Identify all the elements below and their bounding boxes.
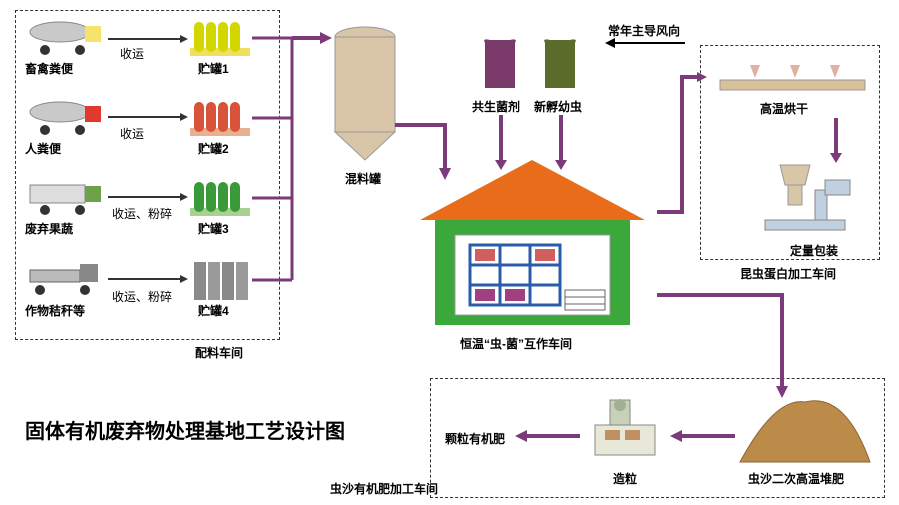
page-title: 固体有机废弃物处理基地工艺设计图 <box>25 415 345 444</box>
arrow-pile-to-gran <box>670 430 735 442</box>
main-workshop-icon <box>410 155 655 330</box>
product-label: 颗粒有机肥 <box>445 430 505 447</box>
tank-1 <box>190 18 250 58</box>
pipes-to-mixer <box>252 30 332 290</box>
preparation-workshop-label: 配料车间 <box>195 344 243 361</box>
protein-workshop-label: 昆虫蛋白加工车间 <box>740 265 836 282</box>
input-2-label: 人粪便 <box>25 140 61 157</box>
tank-4 <box>190 258 250 303</box>
granulate-label: 造粒 <box>613 470 637 487</box>
main-workshop-label: 恒温“虫-菌”互作车间 <box>460 335 572 352</box>
bag-1-icon <box>480 38 520 93</box>
tank-3 <box>190 178 250 218</box>
packaging-icon <box>760 160 860 240</box>
tank-3-label: 贮罐3 <box>198 220 229 237</box>
arrow-truck3-tank3 <box>108 193 188 201</box>
arrow-main-to-pile <box>652 290 802 400</box>
drying-label: 高温烘干 <box>760 100 808 117</box>
tank-1-label: 贮罐1 <box>198 60 229 77</box>
action-4-label: 收运、粉碎 <box>112 288 172 305</box>
pile-label: 虫沙二次高温堆肥 <box>748 470 844 487</box>
bag-2-icon <box>540 38 580 93</box>
packaging-label: 定量包装 <box>790 242 838 259</box>
pile-icon <box>735 392 875 467</box>
wind-label: 常年主导风向 <box>608 22 680 39</box>
arrow-truck2-tank2 <box>108 113 188 121</box>
input-4-label: 作物秸秆等 <box>25 302 85 319</box>
arrow-gran-to-product <box>515 430 580 442</box>
input-3-label: 废弃果蔬 <box>25 220 73 237</box>
truck-1 <box>25 20 105 55</box>
bag-1-label: 共生菌剂 <box>472 98 520 115</box>
action-3-label: 收运、粉碎 <box>112 205 172 222</box>
tank-4-label: 贮罐4 <box>198 302 229 319</box>
arrow-dry-to-pack <box>830 118 842 163</box>
granulate-icon <box>585 395 665 465</box>
wind-arrow-icon <box>605 38 685 48</box>
mixing-tank-icon <box>330 25 400 165</box>
tank-2 <box>190 98 250 138</box>
truck-2 <box>25 100 105 135</box>
arrow-truck4-tank4 <box>108 275 188 283</box>
action-2-label: 收运 <box>120 125 144 142</box>
fertilizer-workshop-label: 虫沙有机肥加工车间 <box>330 480 438 497</box>
arrow-truck1-tank1 <box>108 35 188 43</box>
arrow-main-to-protein <box>652 72 707 217</box>
mixing-tank-label: 混料罐 <box>345 170 381 187</box>
truck-3 <box>25 180 105 215</box>
action-1-label: 收运 <box>120 45 144 62</box>
bag-2-label: 新孵幼虫 <box>534 98 582 115</box>
tank-2-label: 贮罐2 <box>198 140 229 157</box>
drying-icon <box>715 60 870 95</box>
truck-4 <box>25 260 105 295</box>
input-1-label: 畜禽粪便 <box>25 60 73 77</box>
